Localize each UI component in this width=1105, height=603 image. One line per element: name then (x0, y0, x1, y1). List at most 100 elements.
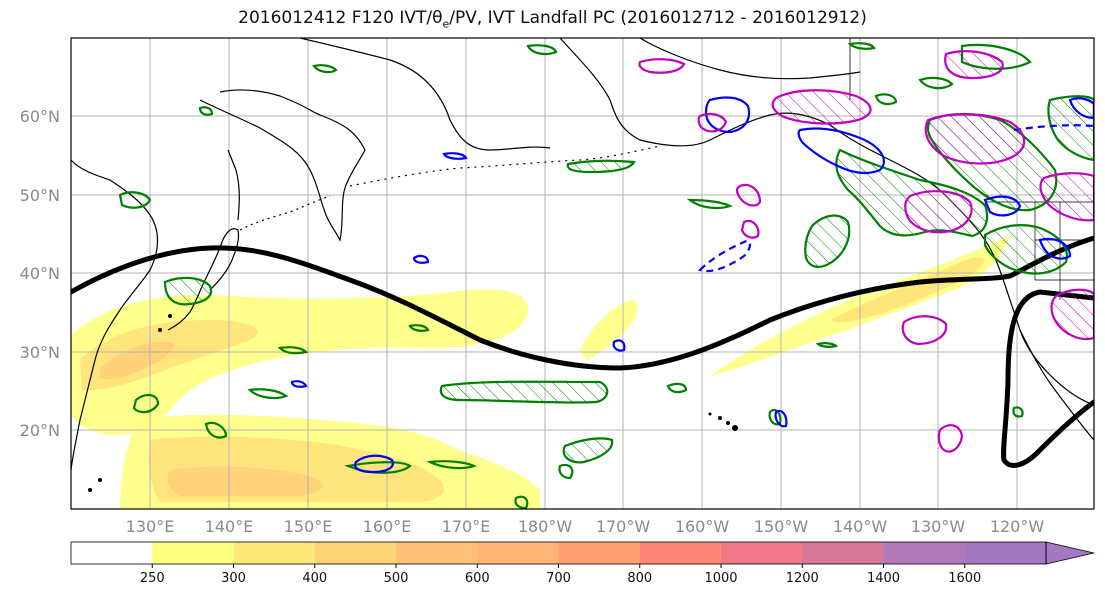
pc-contour-main (71, 235, 1094, 371)
landfall-pc-contour (71, 235, 1094, 468)
green-small-9 (204, 421, 228, 439)
green-region-pacific-east (804, 214, 851, 268)
colorbar-tick-label: 400 (302, 571, 327, 586)
lon-label: 170°W (596, 517, 651, 536)
green-small-11 (666, 382, 688, 394)
lon-label: 130°E (126, 517, 175, 536)
lat-label: 20°N (20, 421, 60, 440)
blue-bc-coast (983, 195, 1022, 217)
lon-label: 140°W (833, 517, 888, 536)
magenta-north-2 (924, 113, 1026, 165)
green-region-south (562, 437, 614, 464)
pc-contour-southeast (1001, 289, 1094, 468)
coast-sakhalin (227, 149, 240, 221)
colorbar-tick-label: 1200 (786, 571, 819, 586)
lon-label: 150°W (754, 517, 809, 536)
magenta-east-3 (901, 315, 948, 346)
magenta-pacific-2 (740, 219, 760, 239)
green-small-3 (198, 106, 214, 116)
colorbar-segment (802, 542, 884, 564)
lat-label: 30°N (20, 343, 60, 362)
colorbar: 250 300 400 500 600 700 800 1000 1200 1400 1600 (70, 541, 1095, 586)
green-small-22 (1012, 406, 1024, 418)
coast-mexico (1019, 329, 1094, 441)
blue-small-2 (412, 254, 430, 264)
colorbar-extend-arrow (1045, 541, 1095, 565)
colorbar-tick-label: 250 (140, 571, 165, 586)
lon-label: 150°E (284, 517, 333, 536)
map-contents (71, 38, 1094, 509)
coast-asia-east (71, 159, 159, 471)
colorbar-tick-label: 1600 (948, 571, 981, 586)
colorbar-tick-label: 700 (546, 571, 571, 586)
green-small-7 (247, 388, 289, 400)
blue-small-1 (442, 152, 468, 160)
blue-small-7 (1068, 97, 1094, 120)
lon-label: 180°W (518, 517, 573, 536)
green-region-northwest-america (983, 224, 1068, 275)
colorbar-tick-label: 500 (384, 571, 409, 586)
islands (88, 314, 738, 492)
lat-label: 60°N (20, 107, 60, 126)
blue-small-6 (774, 409, 788, 428)
green-small-17 (514, 495, 529, 509)
green-small-6 (277, 346, 309, 355)
colorbar-segment (233, 542, 316, 564)
colorbar-segment (558, 542, 641, 564)
colorbar-segment (721, 542, 803, 564)
green-small-19 (408, 324, 430, 332)
colorbar-segment (477, 542, 559, 564)
magenta-north-3 (944, 50, 1004, 80)
ivt-plume-south-peak (167, 466, 323, 496)
colorbar-tick-label: 300 (221, 571, 246, 586)
lat-labels: 60°N 50°N 40°N 30°N 20°N (20, 107, 60, 440)
green-small-8 (132, 394, 160, 414)
lon-labels: 130°E 140°E 150°E 160°E 170°E 180°W 170°… (126, 517, 1045, 536)
coast-kurils (239, 195, 331, 231)
green-small-5 (686, 198, 733, 210)
colorbar-tick-label: 1400 (867, 571, 900, 586)
colorbar-ticks: 250 300 400 500 600 700 800 1000 1200 1400 1600 (140, 564, 981, 586)
magenta-canada (904, 190, 973, 234)
colorbar-segment (639, 542, 722, 564)
blue-dashed-2 (1013, 124, 1094, 132)
green-small-1 (118, 191, 152, 209)
colorbar-segment (964, 542, 1047, 564)
pv-contours-blue (290, 96, 1094, 474)
colorbar-segment (152, 542, 234, 564)
magenta-east-4 (937, 424, 964, 453)
lat-label: 50°N (20, 186, 60, 205)
blue-small-8 (1038, 237, 1072, 260)
green-small-18 (426, 460, 477, 470)
green-region-japan (163, 276, 213, 306)
coast-japan (167, 228, 240, 331)
green-small-12 (918, 76, 954, 90)
magenta-north-4 (638, 58, 686, 74)
magenta-east-2 (1050, 288, 1094, 341)
lon-label: 140°E (205, 517, 254, 536)
map-title: 2016012412 F120 IVT/θe/PV, IVT Landfall … (238, 8, 867, 31)
colorbar-tick-label: 800 (627, 571, 652, 586)
coast-kamchatka-okhotsk (199, 89, 366, 242)
ivt-plume-east-core (830, 257, 984, 323)
green-small-4 (526, 44, 558, 56)
colorbar-segments (71, 542, 1047, 564)
colorbar-tick-label: 600 (465, 571, 490, 586)
blue-small-3 (612, 339, 626, 352)
green-small-13 (874, 93, 898, 106)
blue-dashed-1 (697, 240, 752, 273)
coast-alaska (559, 38, 1094, 406)
coast-siberia-north (299, 38, 551, 151)
green-region-aleutian (566, 159, 636, 174)
blue-small-4 (353, 454, 394, 474)
green-small-16 (558, 463, 574, 480)
map-panel (70, 37, 1095, 510)
magenta-pacific-1 (735, 183, 762, 207)
lon-label: 160°E (363, 517, 412, 536)
magenta-east-1 (1039, 172, 1094, 222)
coast-alaska-north (639, 38, 861, 80)
colorbar-segment (396, 542, 478, 564)
lon-label: 120°W (990, 517, 1045, 536)
ivt-plume-west-peak (100, 341, 174, 380)
